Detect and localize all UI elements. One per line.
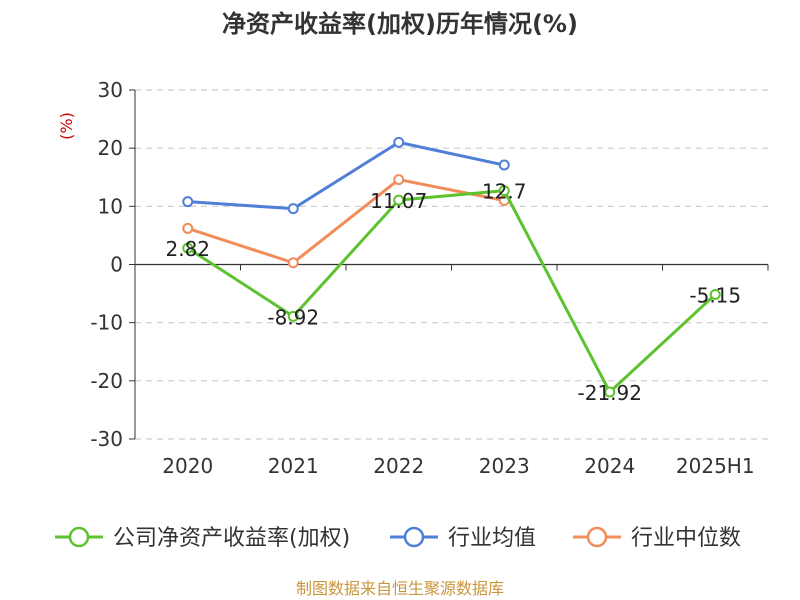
- data-labels: 2.82 -8.92 11.07 12.7 -21.92 -5.15: [165, 180, 741, 405]
- data-label: -5.15: [689, 283, 741, 307]
- data-label: 12.7: [482, 180, 527, 204]
- data-label: 11.07: [370, 189, 427, 213]
- y-tick-label: -30: [90, 427, 123, 451]
- x-tick-label: 2020: [162, 454, 213, 478]
- data-point: [498, 185, 510, 197]
- data-point: [287, 203, 299, 215]
- y-tick-label: -10: [90, 311, 123, 335]
- data-point: [393, 136, 405, 148]
- x-tick-label: 2021: [268, 454, 319, 478]
- x-tick-label: 2022: [373, 454, 424, 478]
- legend-label: 公司净资产收益率(加权): [113, 526, 350, 551]
- series-line: [187, 178, 505, 265]
- data-point: [287, 257, 299, 269]
- data-label: -21.92: [578, 381, 642, 405]
- series-lines: [182, 136, 721, 398]
- data-point: [498, 159, 510, 171]
- legend-swatch-marker: [68, 526, 90, 548]
- data-point: [287, 310, 299, 322]
- legend-label: 行业均值: [448, 526, 536, 551]
- y-tick-label: 10: [98, 194, 123, 218]
- legend-swatch-marker: [586, 526, 608, 548]
- data-point: [604, 386, 616, 398]
- y-tick-label: -20: [90, 369, 123, 393]
- y-tick-label: 20: [98, 136, 123, 160]
- data-label: 2.82: [165, 237, 210, 261]
- data-point: [709, 288, 721, 300]
- data-point: [393, 174, 405, 186]
- chart-title: 净资产收益率(加权)历年情况(%): [222, 10, 578, 38]
- data-label: -8.92: [267, 305, 319, 329]
- x-tick-label: 2025H1: [676, 454, 755, 478]
- y-tick-label: 0: [110, 253, 123, 277]
- legend: 公司净资产收益率(加权) 行业均值 行业中位数: [55, 526, 741, 551]
- data-point: [182, 222, 194, 234]
- series-line: [187, 140, 505, 211]
- legend-swatch-marker: [403, 526, 425, 548]
- x-tick-label: 2023: [479, 454, 530, 478]
- axes: 30 20 10 0 -10 -20 -30 2020 2021 2022 2023 2024 2025…: [90, 78, 769, 478]
- y-axis-label: (%): [57, 112, 76, 140]
- series-line: [186, 189, 717, 394]
- data-point: [182, 196, 194, 208]
- source-note: 制图数据来自恒生聚源数据库: [296, 579, 504, 598]
- x-tick-label: 2024: [584, 454, 635, 478]
- y-tick-label: 30: [98, 78, 123, 102]
- data-point: [182, 242, 194, 254]
- data-point: [393, 194, 405, 206]
- legend-label: 行业中位数: [631, 526, 741, 551]
